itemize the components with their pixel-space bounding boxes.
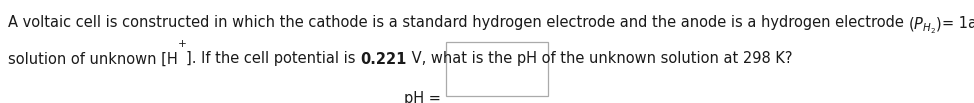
Text: V, what is the pH of the unknown solution at 298 K?: V, what is the pH of the unknown solutio… [407,52,793,67]
Text: ]. If the cell potential is: ]. If the cell potential is [186,52,360,67]
Text: $(P_{H_2})$: $(P_{H_2})$ [909,15,942,36]
FancyBboxPatch shape [446,42,548,96]
Text: +: + [177,39,186,49]
Text: solution of unknown [H: solution of unknown [H [8,52,177,67]
Text: A voltaic cell is constructed in which the cathode is a standard hydrogen electr: A voltaic cell is constructed in which t… [8,15,909,30]
Text: pH =: pH = [404,91,441,103]
Text: 0.221: 0.221 [360,52,407,67]
Text: = 1atm) immersed in a: = 1atm) immersed in a [942,15,974,30]
